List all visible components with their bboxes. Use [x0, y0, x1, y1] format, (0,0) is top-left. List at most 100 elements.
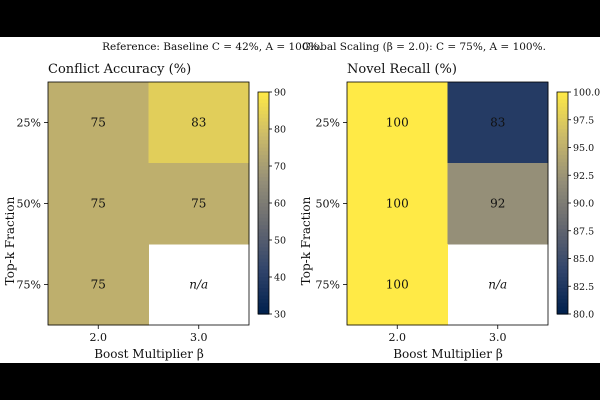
colorbar-segment — [557, 258, 568, 263]
cell-label-0-1: 83 — [191, 116, 206, 130]
colorbar-segment — [557, 288, 568, 293]
colorbar-segment — [557, 199, 568, 204]
colorbar-segment — [557, 195, 568, 200]
colorbar-segment — [557, 166, 568, 171]
y-tick-label: 25% — [17, 117, 41, 130]
colorbar-segment — [557, 284, 568, 289]
colorbar-tick-label: 90.0 — [573, 199, 594, 210]
x-tick-label: 2.0 — [389, 331, 407, 344]
y-tick-label: 50% — [316, 198, 340, 211]
colorbar-segment — [258, 92, 269, 97]
y-tick-label: 75% — [17, 279, 41, 292]
colorbar-segment — [557, 180, 568, 186]
cell-1-0 — [347, 163, 448, 245]
colorbar-tick-label: 82.5 — [573, 282, 594, 293]
colorbar-tick-label: 70 — [274, 162, 286, 173]
cell-label-2-1: n/a — [189, 278, 208, 292]
x-ticks: 2.0 3.0 — [389, 325, 507, 344]
colorbar-segment — [557, 232, 568, 237]
colorbar-segment — [258, 247, 269, 252]
colorbar-segment — [557, 140, 568, 145]
colorbar-segment — [557, 99, 568, 104]
cell-0-0 — [347, 82, 448, 164]
cell-0-1 — [148, 82, 250, 164]
y-ticks: 25% 50% 75% — [316, 117, 347, 292]
y-tick-label: 50% — [17, 198, 41, 211]
colorbar: 30 40 50 60 70 80 90 — [257, 88, 286, 321]
colorbar-segment — [258, 173, 269, 178]
colorbar-segment — [258, 110, 269, 115]
x-tick-label: 3.0 — [489, 331, 507, 344]
chart-title: Conflict Accuracy (%) — [48, 62, 191, 77]
colorbar-segment — [557, 125, 568, 130]
novel-recall-chart: Novel Recall (%) Top-k Fraction Boost Mu… — [299, 62, 600, 361]
colorbar-segment — [258, 291, 269, 297]
figure-svg: Reference: Baseline C = 42%, A = 100%. G… — [3, 41, 600, 361]
colorbar-segment — [557, 247, 568, 252]
colorbar-segment — [557, 147, 568, 152]
colorbar-segment — [557, 132, 568, 137]
colorbar-segment — [557, 177, 568, 182]
colorbar-segment — [258, 169, 269, 174]
colorbar-segment — [258, 295, 269, 300]
colorbar-tick-label: 85.0 — [573, 254, 594, 265]
colorbar: 80.0 82.5 85.0 87.5 90.0 92.5 95.0 97.5 100.0 — [556, 88, 600, 321]
colorbar-segment — [258, 162, 269, 167]
colorbar-segment — [557, 169, 568, 174]
colorbar-segment — [258, 251, 269, 256]
colorbar-segment — [258, 143, 269, 149]
colorbar-segment — [557, 95, 568, 100]
colorbar-segment — [557, 225, 568, 230]
colorbar-segment — [557, 251, 568, 256]
colorbar-segment — [258, 106, 269, 112]
y-axis-label: Top-k Fraction — [3, 196, 17, 285]
colorbar-segment — [557, 110, 568, 115]
x-ticks: 2.0 3.0 — [90, 325, 208, 344]
colorbar-segment — [258, 195, 269, 200]
conflict-accuracy-chart: Conflict Accuracy (%) Top-k Fraction Boo… — [3, 62, 286, 361]
colorbar-segment — [258, 151, 269, 156]
colorbar-segment — [557, 136, 568, 141]
cell-label-0-0: 75 — [91, 116, 106, 130]
colorbar-segment — [258, 302, 269, 308]
colorbar-segment — [557, 92, 568, 97]
colorbar-segment — [557, 162, 568, 167]
x-tick-label: 2.0 — [90, 331, 108, 344]
colorbar-segment — [258, 184, 269, 189]
colorbar-segment — [258, 306, 269, 311]
colorbar-segment — [258, 228, 269, 234]
colorbar-segment — [557, 203, 568, 208]
colorbar-segment — [557, 188, 568, 193]
colorbar-segment — [258, 273, 269, 278]
cell-label-1-0: 100 — [386, 197, 409, 211]
colorbar-segment — [258, 129, 269, 134]
colorbar-tick-label: 50 — [274, 236, 286, 247]
colorbar-segment — [258, 125, 269, 130]
colorbar-segment — [258, 243, 269, 248]
colorbar-segment — [258, 147, 269, 152]
colorbar-segment — [557, 117, 568, 123]
colorbar-segment — [258, 284, 269, 289]
colorbar-segment — [258, 199, 269, 204]
cell-label-1-0: 75 — [91, 197, 106, 211]
colorbar-segment — [557, 154, 568, 160]
colorbar-segment — [557, 262, 568, 267]
colorbar-tick-label: 100.0 — [573, 88, 600, 99]
colorbar-segment — [258, 117, 269, 123]
colorbar-segment — [557, 184, 568, 189]
global-scaling-note: Global Scaling (β = 2.0): C = 75%, A = 1… — [302, 41, 546, 53]
colorbar-tick-label: 87.5 — [573, 226, 594, 237]
colorbar-segment — [258, 258, 269, 263]
colorbar-segment — [557, 310, 568, 315]
colorbar-segment — [557, 151, 568, 156]
cell-label-2-1: n/a — [488, 278, 507, 292]
colorbar-tick-label: 80.0 — [573, 310, 594, 321]
colorbar-segment — [557, 273, 568, 278]
colorbar-segment — [258, 262, 269, 267]
cell-label-1-1: 75 — [191, 197, 206, 211]
colorbar-segment — [557, 143, 568, 149]
colorbar-segment — [258, 158, 269, 163]
colorbar-segment — [258, 240, 269, 245]
colorbar-segment — [258, 166, 269, 171]
colorbar-segment — [258, 191, 269, 197]
